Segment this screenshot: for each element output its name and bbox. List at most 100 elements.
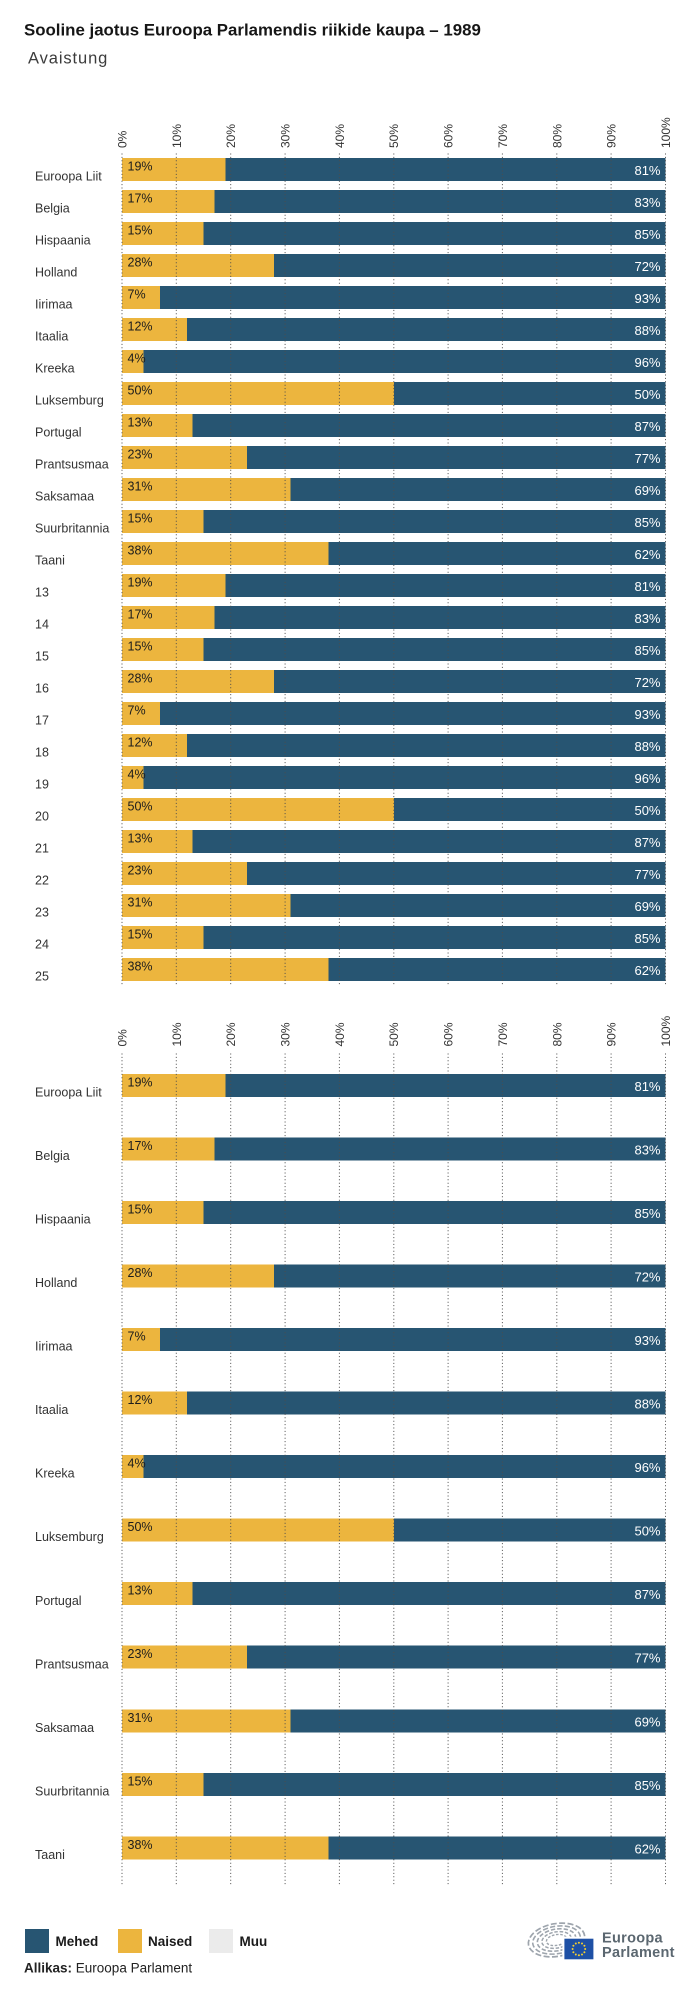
svg-text:50%: 50% (387, 124, 401, 148)
svg-text:Prantsusmaa: Prantsusmaa (35, 457, 109, 471)
svg-text:24: 24 (35, 937, 49, 951)
svg-text:15%: 15% (128, 1202, 153, 1216)
svg-text:69%: 69% (634, 899, 660, 914)
svg-text:15%: 15% (128, 640, 153, 654)
svg-text:13%: 13% (128, 416, 153, 430)
svg-text:28%: 28% (128, 256, 153, 270)
svg-text:15%: 15% (128, 512, 153, 526)
svg-text:50%: 50% (128, 800, 153, 814)
svg-text:Luksemburg: Luksemburg (35, 393, 104, 407)
svg-text:83%: 83% (634, 1142, 660, 1157)
svg-text:85%: 85% (634, 515, 660, 530)
svg-text:50%: 50% (387, 1022, 401, 1046)
svg-text:69%: 69% (634, 1714, 660, 1729)
svg-text:Saksamaa: Saksamaa (35, 1721, 94, 1735)
svg-text:83%: 83% (634, 611, 660, 626)
svg-text:23%: 23% (128, 448, 153, 462)
svg-text:Taani: Taani (35, 553, 65, 567)
svg-text:96%: 96% (634, 1460, 660, 1475)
svg-text:Belgia: Belgia (35, 1149, 70, 1163)
svg-text:Muu: Muu (240, 1934, 268, 1949)
svg-text:Parlament: Parlament (602, 1945, 675, 1961)
svg-text:0%: 0% (116, 1029, 130, 1047)
svg-text:20: 20 (35, 809, 49, 823)
svg-text:19%: 19% (128, 1075, 153, 1089)
svg-text:4%: 4% (128, 352, 146, 366)
svg-text:23%: 23% (128, 864, 153, 878)
svg-text:7%: 7% (128, 1330, 146, 1344)
svg-text:31%: 31% (128, 480, 153, 494)
svg-text:60%: 60% (442, 1022, 456, 1046)
svg-text:23: 23 (35, 905, 49, 919)
svg-text:81%: 81% (634, 163, 660, 178)
svg-text:Hispaania: Hispaania (35, 233, 91, 247)
svg-text:38%: 38% (128, 544, 153, 558)
svg-text:Portugal: Portugal (35, 1594, 82, 1608)
svg-text:40%: 40% (333, 124, 347, 148)
svg-text:62%: 62% (634, 547, 660, 562)
svg-text:19%: 19% (128, 576, 153, 590)
svg-text:14: 14 (35, 617, 49, 631)
svg-text:100%: 100% (659, 117, 673, 148)
svg-text:23%: 23% (128, 1647, 153, 1661)
svg-text:60%: 60% (442, 124, 456, 148)
svg-text:85%: 85% (634, 1206, 660, 1221)
svg-text:80%: 80% (550, 124, 564, 148)
svg-text:50%: 50% (128, 1520, 153, 1534)
svg-text:Iirimaa: Iirimaa (35, 1340, 73, 1354)
svg-text:40%: 40% (333, 1022, 347, 1046)
svg-text:18: 18 (35, 745, 49, 759)
svg-text:72%: 72% (634, 675, 660, 690)
svg-text:12%: 12% (128, 320, 153, 334)
svg-text:Naised: Naised (148, 1934, 192, 1949)
svg-text:12%: 12% (128, 736, 153, 750)
svg-text:Sooline jaotus Euroopa Parlame: Sooline jaotus Euroopa Parlamendis riiki… (24, 21, 481, 40)
svg-text:19%: 19% (128, 160, 153, 174)
svg-text:21: 21 (35, 841, 49, 855)
svg-text:17: 17 (35, 713, 49, 727)
svg-text:15%: 15% (128, 224, 153, 238)
svg-text:15: 15 (35, 649, 49, 663)
svg-text:85%: 85% (634, 643, 660, 658)
svg-text:20%: 20% (224, 1022, 238, 1046)
svg-text:85%: 85% (634, 227, 660, 242)
svg-text:62%: 62% (634, 1841, 660, 1856)
svg-text:50%: 50% (634, 387, 660, 402)
svg-text:Itaalia: Itaalia (35, 1403, 68, 1417)
svg-text:15%: 15% (128, 1774, 153, 1788)
svg-text:10%: 10% (170, 124, 184, 148)
svg-text:87%: 87% (634, 835, 660, 850)
svg-text:87%: 87% (634, 1587, 660, 1602)
svg-text:15%: 15% (128, 928, 153, 942)
svg-text:Portugal: Portugal (35, 425, 82, 439)
svg-text:90%: 90% (605, 1022, 619, 1046)
svg-text:69%: 69% (634, 483, 660, 498)
svg-text:96%: 96% (634, 771, 660, 786)
svg-text:93%: 93% (634, 1333, 660, 1348)
svg-text:70%: 70% (496, 124, 510, 148)
svg-text:83%: 83% (634, 195, 660, 210)
svg-text:30%: 30% (279, 124, 293, 148)
svg-text:77%: 77% (634, 1651, 660, 1666)
svg-text:28%: 28% (128, 672, 153, 686)
svg-text:Allikas: Euroopa Parlament: Allikas: Euroopa Parlament (24, 1961, 192, 1976)
svg-text:7%: 7% (128, 288, 146, 302)
svg-text:Prantsusmaa: Prantsusmaa (35, 1657, 109, 1671)
svg-text:16: 16 (35, 681, 49, 695)
svg-text:72%: 72% (634, 1269, 660, 1284)
svg-text:90%: 90% (605, 124, 619, 148)
svg-text:13%: 13% (128, 1584, 153, 1598)
svg-text:7%: 7% (128, 704, 146, 718)
svg-text:38%: 38% (128, 960, 153, 974)
svg-text:Kreeka: Kreeka (35, 361, 75, 375)
svg-text:10%: 10% (170, 1022, 184, 1046)
svg-text:62%: 62% (634, 963, 660, 978)
svg-text:Euroopa Liit: Euroopa Liit (35, 1085, 102, 1099)
svg-text:Kreeka: Kreeka (35, 1467, 75, 1481)
svg-text:13: 13 (35, 585, 49, 599)
svg-text:Mehed: Mehed (56, 1934, 99, 1949)
svg-text:96%: 96% (634, 355, 660, 370)
svg-text:70%: 70% (496, 1022, 510, 1046)
svg-text:Holland: Holland (35, 265, 77, 279)
svg-text:88%: 88% (634, 323, 660, 338)
